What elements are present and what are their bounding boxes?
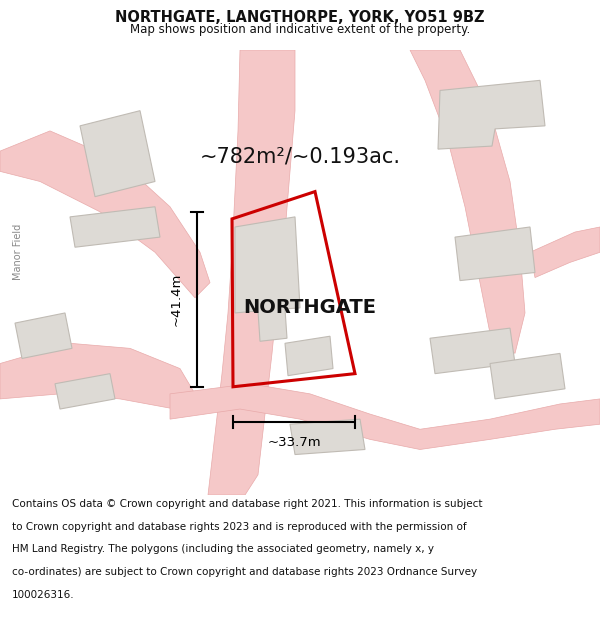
Polygon shape <box>530 227 600 278</box>
Text: 100026316.: 100026316. <box>12 590 74 600</box>
Text: ~782m²/~0.193ac.: ~782m²/~0.193ac. <box>199 146 401 166</box>
Polygon shape <box>438 81 545 149</box>
Polygon shape <box>15 313 72 359</box>
Text: Manor Field: Manor Field <box>13 224 23 281</box>
Polygon shape <box>290 419 365 454</box>
Text: ~41.4m: ~41.4m <box>170 272 183 326</box>
Polygon shape <box>170 384 600 449</box>
Polygon shape <box>430 328 515 374</box>
Polygon shape <box>70 207 160 248</box>
Polygon shape <box>0 343 195 409</box>
Polygon shape <box>80 111 155 197</box>
Text: to Crown copyright and database rights 2023 and is reproduced with the permissio: to Crown copyright and database rights 2… <box>12 522 467 532</box>
Polygon shape <box>55 374 115 409</box>
Polygon shape <box>235 217 300 341</box>
Polygon shape <box>0 131 210 298</box>
Polygon shape <box>285 336 333 376</box>
Text: Map shows position and indicative extent of the property.: Map shows position and indicative extent… <box>130 23 470 36</box>
Polygon shape <box>410 50 525 353</box>
Text: ~33.7m: ~33.7m <box>267 436 321 449</box>
Text: HM Land Registry. The polygons (including the associated geometry, namely x, y: HM Land Registry. The polygons (includin… <box>12 544 434 554</box>
Polygon shape <box>490 353 565 399</box>
Text: co-ordinates) are subject to Crown copyright and database rights 2023 Ordnance S: co-ordinates) are subject to Crown copyr… <box>12 567 477 577</box>
Polygon shape <box>455 227 535 281</box>
Text: NORTHGATE, LANGTHORPE, YORK, YO51 9BZ: NORTHGATE, LANGTHORPE, YORK, YO51 9BZ <box>115 10 485 25</box>
Text: Contains OS data © Crown copyright and database right 2021. This information is : Contains OS data © Crown copyright and d… <box>12 499 482 509</box>
Text: NORTHGATE: NORTHGATE <box>244 298 377 318</box>
Polygon shape <box>208 50 295 495</box>
